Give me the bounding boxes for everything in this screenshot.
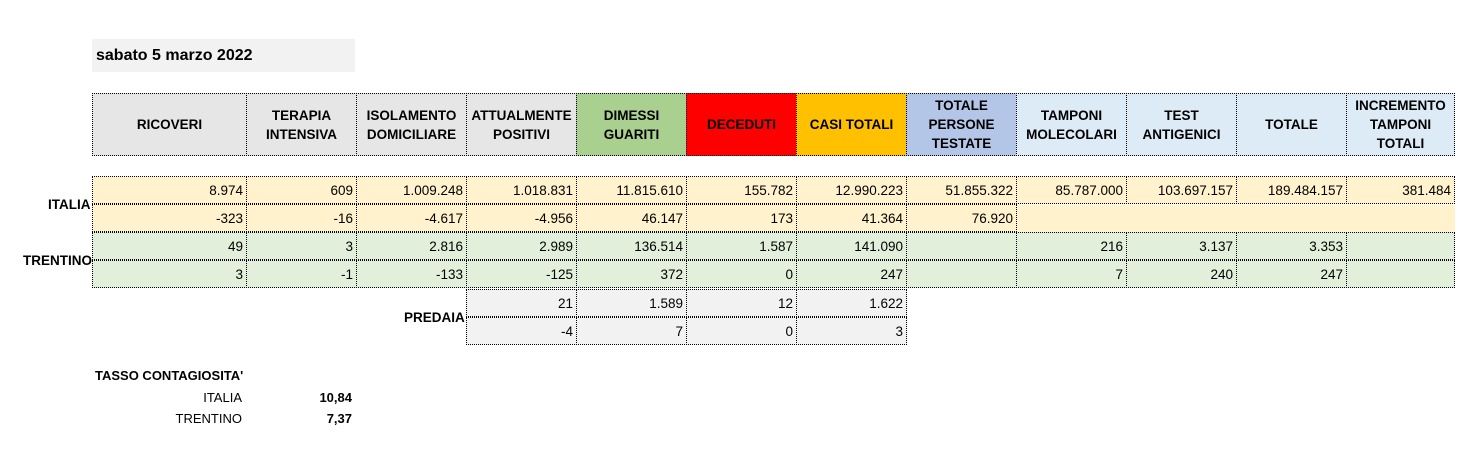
trentino-delta-incremento-tamponi-totali (1346, 260, 1455, 288)
header-tamponi-molecolari: TAMPONI MOLECOLARI (1016, 93, 1127, 156)
report-date: sabato 5 marzo 2022 (92, 39, 355, 72)
trentino-delta-test-antigenici: 240 (1126, 260, 1237, 288)
trentino-total-ricoveri: 49 (92, 232, 247, 260)
tasso-title: TASSO CONTAGIOSITA' (95, 368, 244, 383)
italia-total-terapia-intensiva: 609 (246, 176, 357, 204)
italia-total-totale-persone-testate: 51.855.322 (906, 176, 1017, 204)
trentino-delta-terapia-intensiva: -1 (246, 260, 357, 288)
trentino-delta-attualmente-positivi: -125 (466, 260, 577, 288)
italia-delta-terapia-intensiva: -16 (246, 204, 357, 232)
italia-total-attualmente-positivi: 1.018.831 (466, 176, 577, 204)
italia-delta-casi-totali: 41.364 (796, 204, 907, 232)
predaia-total-dimessi-guariti: 1.589 (576, 289, 687, 317)
tasso-trentino-value: 7,37 (326, 411, 352, 426)
italia-total-dimessi-guariti: 11.815.610 (576, 176, 687, 204)
trentino-total-casi-totali: 141.090 (796, 232, 907, 260)
trentino-total-deceduti: 1.587 (686, 232, 797, 260)
header-terapia-intensiva: TERAPIA INTENSIVA (246, 93, 357, 156)
italia-total-totale: 189.484.157 (1236, 176, 1347, 204)
header-deceduti: DECEDUTI (686, 93, 797, 156)
italia-delta-deceduti: 173 (686, 204, 797, 232)
trentino-total-isolamento-domiciliare: 2.816 (356, 232, 467, 260)
header-attualmente-positivi: ATTUALMENTE POSITIVI (466, 93, 577, 156)
row-label-italia: ITALIA (48, 197, 91, 212)
trentino-total-tamponi-molecolari: 216 (1016, 232, 1127, 260)
trentino-delta-isolamento-domiciliare: -133 (356, 260, 467, 288)
header-isolamento-domiciliare: ISOLAMENTO DOMICILIARE (356, 93, 467, 156)
tasso-trentino-label: TRENTINO (175, 411, 242, 426)
row-label-predaia: PREDAIA (404, 310, 465, 325)
trentino-total-totale-persone-testate (906, 232, 1017, 260)
trentino-total-totale: 3.353 (1236, 232, 1347, 260)
trentino-delta-totale: 247 (1236, 260, 1347, 288)
trentino-total-terapia-intensiva: 3 (246, 232, 357, 260)
header-ricoveri: RICOVERI (92, 93, 247, 156)
predaia-total-casi-totali: 1.622 (796, 289, 907, 317)
trentino-delta-deceduti: 0 (686, 260, 797, 288)
trentino-total-attualmente-positivi: 2.989 (466, 232, 577, 260)
italia-total-tamponi-molecolari: 85.787.000 (1016, 176, 1127, 204)
header-dimessi-guariti: DIMESSI GUARITI (576, 93, 687, 156)
predaia-delta-dimessi-guariti: 7 (576, 317, 687, 345)
predaia-total-deceduti: 12 (686, 289, 797, 317)
italia-delta-isolamento-domiciliare: -4.617 (356, 204, 467, 232)
italia-delta-empty-band (1017, 205, 1455, 232)
italia-total-casi-totali: 12.990.223 (796, 176, 907, 204)
header-casi-totali: CASI TOTALI (796, 93, 907, 156)
italia-total-deceduti: 155.782 (686, 176, 797, 204)
trentino-delta-dimessi-guariti: 372 (576, 260, 687, 288)
tasso-italia-label: ITALIA (203, 390, 242, 405)
italia-total-incremento-tamponi-totali: 381.484 (1346, 176, 1455, 204)
trentino-delta-totale-persone-testate (906, 260, 1017, 288)
header-test-antigenici: TEST ANTIGENICI (1126, 93, 1237, 156)
header-totale-persone-testate: TOTALE PERSONE TESTATE (906, 93, 1017, 156)
trentino-delta-tamponi-molecolari: 7 (1016, 260, 1127, 288)
trentino-total-dimessi-guariti: 136.514 (576, 232, 687, 260)
italia-total-test-antigenici: 103.697.157 (1126, 176, 1237, 204)
trentino-delta-casi-totali: 247 (796, 260, 907, 288)
predaia-delta-deceduti: 0 (686, 317, 797, 345)
row-label-trentino: TRENTINO (23, 253, 92, 268)
italia-delta-dimessi-guariti: 46.147 (576, 204, 687, 232)
trentino-total-test-antigenici: 3.137 (1126, 232, 1237, 260)
header-incremento-tamponi-totali: INCREMENTO TAMPONI TOTALI (1346, 93, 1455, 156)
tasso-italia-value: 10,84 (319, 390, 352, 405)
predaia-delta-attualmente-positivi: -4 (466, 317, 577, 345)
italia-total-isolamento-domiciliare: 1.009.248 (356, 176, 467, 204)
italia-total-ricoveri: 8.974 (92, 176, 247, 204)
italia-delta-attualmente-positivi: -4.956 (466, 204, 577, 232)
italia-delta-totale-persone-testate: 76.920 (906, 204, 1017, 232)
predaia-total-attualmente-positivi: 21 (466, 289, 577, 317)
header-totale: TOTALE (1236, 93, 1347, 156)
trentino-delta-ricoveri: 3 (92, 260, 247, 288)
trentino-total-incremento-tamponi-totali (1346, 232, 1455, 260)
predaia-delta-casi-totali: 3 (796, 317, 907, 345)
italia-delta-ricoveri: -323 (92, 204, 247, 232)
